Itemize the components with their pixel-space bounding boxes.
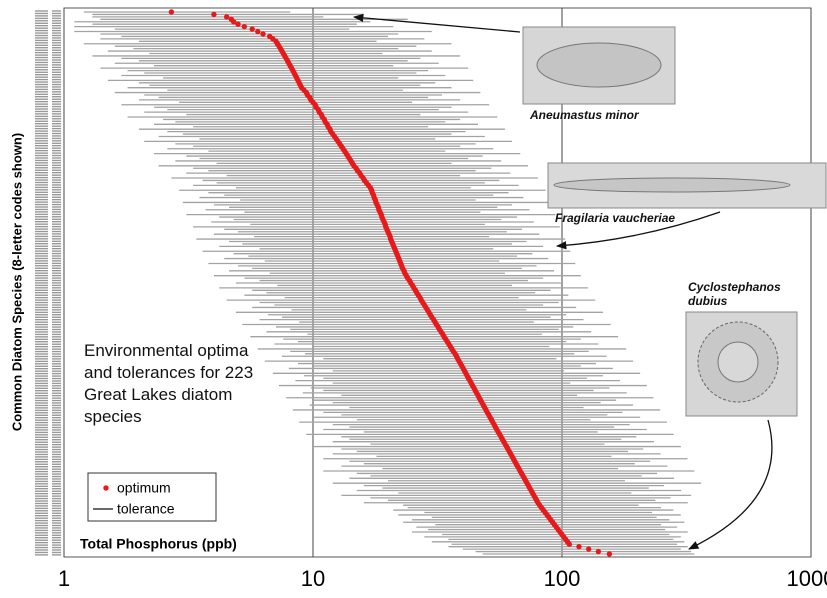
optimum-dot [249, 26, 255, 32]
plot-area [63, 8, 812, 557]
x-tick-label: 10 [301, 566, 325, 591]
optimum-dot [260, 31, 266, 37]
optimum-dot [211, 11, 217, 18]
x-tick-label: 100 [544, 566, 581, 591]
callout-label: Fragilaria vaucheriae [555, 211, 676, 225]
diatom-shape [536, 42, 662, 88]
species-codes [35, 10, 61, 556]
annotation: Environmental optima and tolerances for … [84, 341, 254, 427]
legend-label: tolerance [117, 501, 175, 517]
optimum-dot [230, 19, 237, 25]
callout-label: Aneumastus minor [530, 108, 639, 122]
optimum-dot [168, 9, 175, 15]
optimum-dot [223, 14, 230, 20]
legend-label: optimum [117, 480, 171, 496]
optimum-dot [235, 21, 241, 27]
callout-label: Cyclostephanos dubius [688, 280, 781, 309]
diatom-shape [553, 177, 791, 193]
legend-box [87, 472, 217, 522]
optimum-dot [255, 28, 261, 35]
arrow [555, 211, 721, 250]
optimum-dot [566, 541, 573, 547]
arrow [352, 13, 521, 33]
optimum-dot [606, 551, 613, 557]
arrow [688, 419, 773, 550]
diatom-shape [717, 341, 759, 383]
optimum-dot [241, 23, 248, 30]
legend: optimum tolerance [93, 480, 175, 517]
optimum-dot [595, 548, 602, 555]
optimum-dot [576, 543, 582, 550]
x-tick-label: 1000 [787, 566, 827, 591]
x-tick-label: 1 [58, 566, 70, 591]
legend-marker [103, 485, 109, 491]
optimum-dot [585, 546, 592, 552]
x-axis-label: Total Phosphorus (ppb) [80, 536, 237, 552]
y-axis-label: Common Diatom Species (8-letter codes sh… [9, 133, 24, 431]
